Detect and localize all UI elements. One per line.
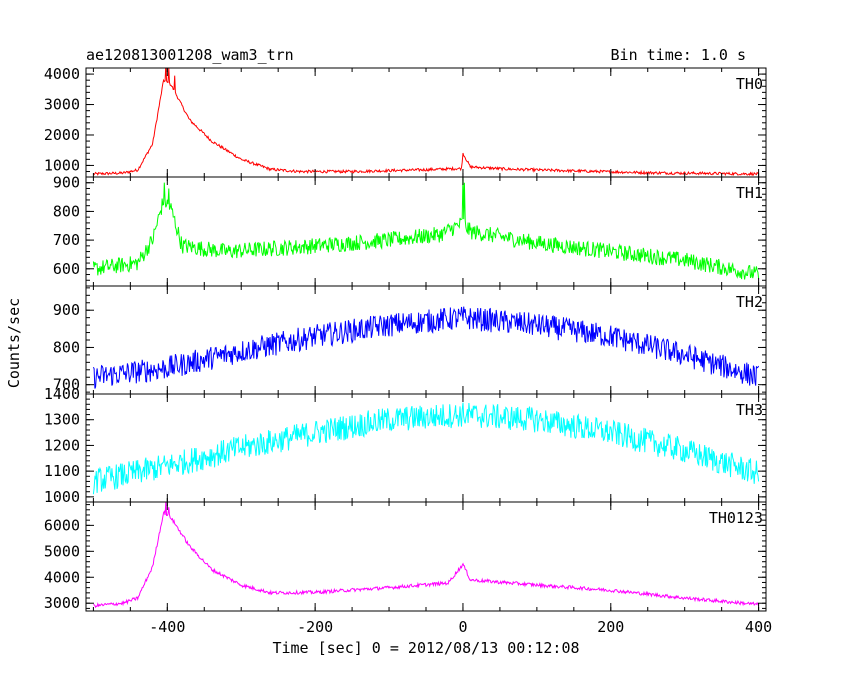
y-tick-label: 800: [53, 338, 80, 356]
y-tick-label: 1000: [44, 156, 80, 174]
y-tick-label: 6000: [44, 516, 80, 534]
x-tick-label: 0: [458, 618, 467, 636]
y-tick-label: 1200: [44, 436, 80, 454]
x-tick-label: 400: [745, 618, 772, 636]
y-tick-label: 1000: [44, 488, 80, 506]
panel-th1: 600 700 800 900 TH1: [53, 174, 767, 287]
x-tick-label: 200: [597, 618, 624, 636]
panel-frame: [85, 501, 767, 612]
y-tick-label: 1300: [44, 411, 80, 429]
y-tick-label: 2000: [44, 126, 80, 144]
panel-label: TH3: [736, 401, 763, 419]
y-tick-label: 900: [53, 174, 80, 192]
panel-th0: 1000 2000 3000 4000 TH0: [44, 65, 767, 178]
x-axis-label: Time [sec] 0 = 2012/08/13 00:12:08: [272, 639, 579, 657]
panels-group: 1000 2000 3000 4000 TH0 600 700 800 900 TH1 700 800…: [44, 65, 767, 612]
y-axis-label: Counts/sec: [5, 298, 23, 388]
panel-label: TH0123: [709, 509, 763, 527]
series-line-th1: [92, 177, 760, 280]
y-tick-label: 5000: [44, 542, 80, 560]
x-tick-label: -400: [149, 618, 185, 636]
x-tick-label: -200: [297, 618, 333, 636]
series-line-th2: [92, 306, 760, 389]
y-tick-label: 3000: [44, 96, 80, 114]
bin-time-label: Bin time: 1.0 s: [611, 46, 746, 64]
y-tick-label: 900: [53, 301, 80, 319]
chart-title: ae120813001208_wam3_trn: [86, 46, 294, 64]
y-tick-label: 800: [53, 202, 80, 220]
panel-th0123: 3000 4000 5000 6000 TH0123: [44, 501, 767, 612]
y-tick-label: 1100: [44, 462, 80, 480]
series-line-th3: [92, 402, 760, 495]
panel-label: TH1: [736, 184, 763, 202]
panel-th2: 700 800 900 TH2: [53, 285, 767, 395]
y-tick-label: 4000: [44, 65, 80, 83]
panel-th3: 1000 1100 1200 1300 1400 TH3: [44, 385, 767, 506]
panel-frame: [85, 67, 767, 178]
panel-label: TH0: [736, 75, 763, 93]
y-tick-label: 700: [53, 376, 80, 394]
x-tick-labels: -400 -200 0 200 400: [149, 618, 772, 636]
y-tick-label: 3000: [44, 594, 80, 612]
y-tick-label: 4000: [44, 568, 80, 586]
series-line-th0: [92, 68, 759, 177]
y-tick-label: 1400: [44, 385, 80, 403]
panel-label: TH2: [736, 293, 763, 311]
y-tick-label: 600: [53, 260, 80, 278]
y-tick-label: 700: [53, 231, 80, 249]
series-line-th0123: [93, 502, 760, 609]
